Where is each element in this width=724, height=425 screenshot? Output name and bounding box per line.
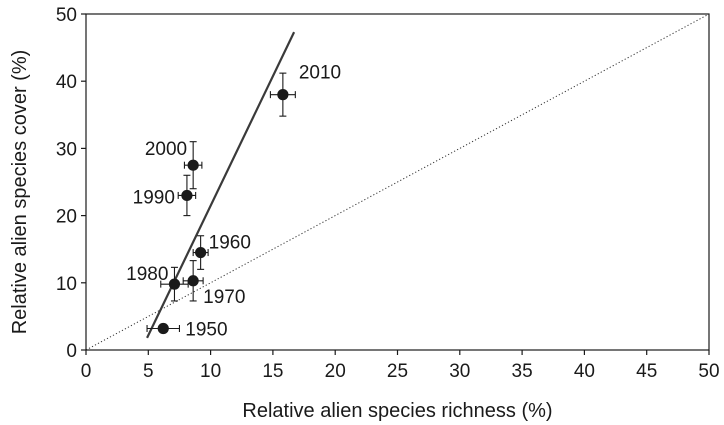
data-point [187,159,199,171]
data-point [157,322,169,335]
point-label: 2010 [299,63,341,84]
x-tick-label: 20 [325,361,346,382]
reference-line-1to1 [85,13,710,351]
x-tick-label: 25 [387,361,408,382]
x-tick-label: 5 [143,361,154,382]
point-label: 1990 [133,187,175,208]
data-point [187,275,199,287]
data-point [181,189,193,202]
data-point [195,246,207,259]
x-tick-label: 40 [574,361,595,382]
x-tick-label: 30 [449,361,470,382]
x-tick-label: 45 [636,361,657,382]
x-axis-title: Relative alien species richness (%) [242,400,552,422]
data-point [277,89,289,101]
y-tick-label: 0 [66,341,77,362]
point-label: 1950 [185,319,227,340]
point-label: 1970 [203,287,245,308]
y-tick-label: 50 [56,5,77,26]
point-label: 1980 [126,264,168,285]
y-tick-label: 10 [56,274,77,295]
x-tick-label: 50 [698,361,719,382]
point-label: 1960 [209,233,251,254]
chart-marks: 1950 1960 1970 1980 1990 2000 2010 [85,13,710,351]
y-tick-label: 40 [56,72,77,93]
chart-ticks: 0 5 10 15 20 25 30 35 40 45 50 0 10 20 30 40 50 [56,5,720,382]
data-point [168,278,181,290]
x-tick-label: 10 [200,361,221,382]
y-tick-label: 20 [56,207,77,228]
point-label: 2000 [145,139,187,160]
x-tick-label: 15 [262,361,283,382]
x-tick-label: 35 [512,361,533,382]
y-axis-title: Relative alien species cover (%) [9,50,31,335]
y-tick-label: 30 [56,139,77,160]
x-tick-label: 0 [81,361,92,382]
